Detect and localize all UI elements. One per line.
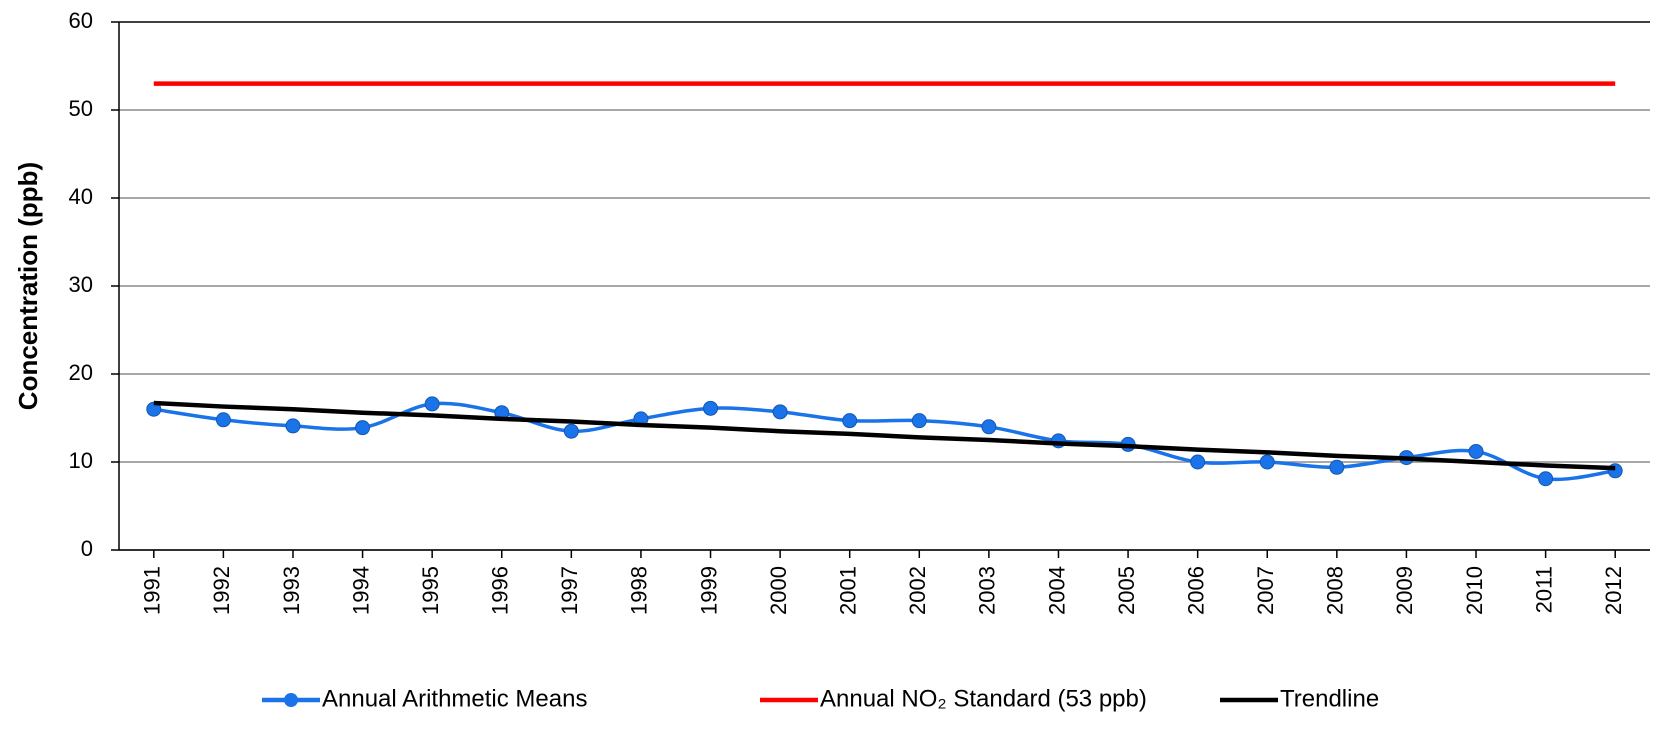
- data-point: [563, 423, 579, 439]
- x-tick-label: 2002: [905, 566, 930, 615]
- legend-marker: [284, 693, 298, 707]
- y-tick-label: 40: [69, 184, 93, 209]
- x-tick-label: 1997: [557, 566, 582, 615]
- x-tick-label: 2011: [1531, 566, 1556, 613]
- x-tick-label: 1996: [488, 566, 513, 615]
- x-tick-label: 1992: [209, 566, 234, 615]
- x-tick-label: 2012: [1601, 566, 1626, 615]
- x-tick-label: 2004: [1044, 566, 1069, 615]
- data-point: [772, 404, 788, 420]
- x-tick-label: 2000: [766, 566, 791, 615]
- data-point: [1538, 471, 1554, 487]
- y-tick-label: 10: [69, 448, 93, 473]
- data-point: [424, 396, 440, 412]
- x-tick-label: 2005: [1114, 566, 1139, 615]
- data-point: [842, 413, 858, 429]
- x-tick-label: 1998: [627, 566, 652, 615]
- legend-label: Annual NO₂ Standard (53 ppb): [820, 685, 1147, 712]
- x-tick-label: 2007: [1253, 566, 1278, 615]
- data-point: [355, 420, 371, 436]
- legend-label: Trendline: [1280, 685, 1379, 712]
- data-point: [981, 419, 997, 435]
- x-tick-label: 2001: [836, 566, 861, 615]
- data-point: [285, 418, 301, 434]
- x-tick-label: 1994: [348, 566, 373, 615]
- x-tick-label: 1995: [418, 566, 443, 615]
- data-point: [1468, 443, 1484, 459]
- x-tick-label: 1991: [140, 566, 165, 615]
- x-tick-label: 1993: [279, 566, 304, 615]
- y-tick-label: 0: [81, 536, 93, 561]
- legend-label: Annual Arithmetic Means: [322, 685, 587, 712]
- x-tick-label: 2008: [1323, 566, 1348, 615]
- x-tick-label: 1999: [696, 566, 721, 615]
- data-point: [1259, 454, 1275, 470]
- data-point: [911, 413, 927, 429]
- data-point: [1329, 459, 1345, 475]
- y-axis-title: Concentration (ppb): [13, 162, 43, 410]
- y-tick-label: 20: [69, 360, 93, 385]
- series-line: [153, 400, 1616, 471]
- x-tick-label: 2010: [1462, 566, 1487, 615]
- y-tick-label: 30: [69, 272, 93, 297]
- data-point: [146, 401, 162, 417]
- data-point: [1190, 454, 1206, 470]
- x-tick-label: 2003: [975, 566, 1000, 615]
- data-point: [215, 412, 231, 428]
- y-tick-label: 50: [69, 96, 93, 121]
- x-tick-label: 2006: [1183, 566, 1208, 615]
- y-tick-label: 60: [69, 8, 93, 33]
- data-point: [703, 400, 719, 416]
- x-tick-label: 2009: [1392, 566, 1417, 615]
